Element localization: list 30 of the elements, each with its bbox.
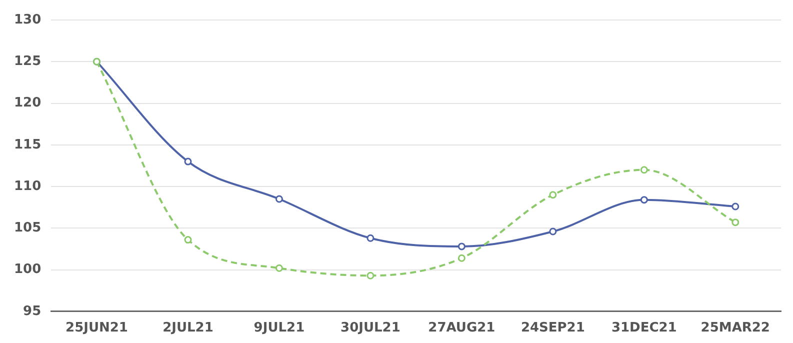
point xyxy=(458,254,466,262)
y-tick-label: 115 xyxy=(14,137,42,152)
point xyxy=(640,196,648,204)
x-tick-label: 9JUL21 xyxy=(254,320,305,336)
x-tick-label: 24SEP21 xyxy=(520,320,585,336)
y-tick-label: 110 xyxy=(14,178,42,194)
point xyxy=(732,218,740,226)
x-tick-label: 31DEC21 xyxy=(611,320,677,336)
y-tick-label: 105 xyxy=(14,220,42,236)
x-tick-label: 2JUL21 xyxy=(162,320,214,336)
y-tick-label: 120 xyxy=(14,96,42,111)
point xyxy=(366,234,374,242)
y-tick-label: 100 xyxy=(14,262,42,278)
point xyxy=(275,195,283,203)
x-tick-label: 30JUL21 xyxy=(340,320,400,336)
x-tick-label: 25JUN21 xyxy=(66,320,128,336)
point xyxy=(184,236,192,244)
y-tick-label: 95 xyxy=(23,304,42,319)
point xyxy=(549,228,557,236)
point xyxy=(366,272,374,280)
y-tick-label: 130 xyxy=(14,12,42,28)
x-tick-label: 25MAR22 xyxy=(700,320,770,336)
point xyxy=(184,158,192,166)
point xyxy=(732,202,740,210)
point xyxy=(275,264,283,272)
point xyxy=(640,166,648,174)
x-tick-label: 27AUG21 xyxy=(428,320,496,336)
point xyxy=(458,242,466,250)
y-tick-label: 125 xyxy=(14,54,42,70)
point xyxy=(549,191,557,199)
